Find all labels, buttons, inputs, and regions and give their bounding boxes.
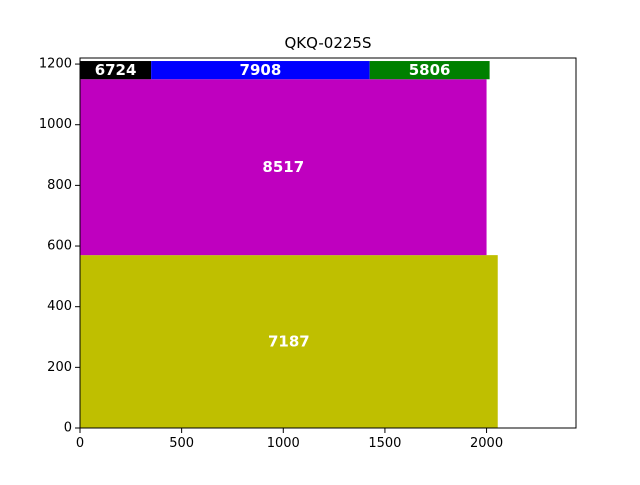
y-tick-label: 0 xyxy=(64,421,72,436)
plot-area-frame xyxy=(79,57,577,429)
y-tick-label: 200 xyxy=(47,360,72,375)
x-tick-label: 0 xyxy=(76,436,84,451)
treemap-rect-6724 xyxy=(80,61,152,80)
y-tick-label: 1200 xyxy=(39,57,72,72)
x-tick-label: 2000 xyxy=(470,436,503,451)
chart-title: QKQ-0225S xyxy=(285,34,372,52)
treemap-rect-7908 xyxy=(151,61,370,80)
y-tick-label: 800 xyxy=(47,178,72,193)
y-axis: 0 200 400 600 800 1000 1200 xyxy=(39,57,80,436)
x-axis: 0 500 1000 1500 2000 xyxy=(76,428,503,451)
rectangles-layer xyxy=(80,61,498,428)
y-tick-label: 1000 xyxy=(39,117,72,132)
rectangle-labels-layer: 7187 8517 6724 7908 5806 xyxy=(95,61,451,350)
treemap-rect-8517 xyxy=(80,79,487,256)
y-tick-label: 600 xyxy=(47,239,72,254)
x-tick-label: 1000 xyxy=(267,436,300,451)
x-tick-label: 500 xyxy=(169,436,194,451)
treemap-label-8517: 8517 xyxy=(262,158,304,176)
treemap-label-5806: 5806 xyxy=(409,61,451,79)
treemap-label-7187: 7187 xyxy=(268,333,310,351)
x-tick-label: 1500 xyxy=(368,436,401,451)
treemap-rect-7187 xyxy=(80,255,498,428)
treemap-rect-5806 xyxy=(369,61,490,80)
treemap-label-7908: 7908 xyxy=(240,61,282,79)
treemap-label-6724: 6724 xyxy=(95,61,137,79)
y-tick-label: 400 xyxy=(47,299,72,314)
